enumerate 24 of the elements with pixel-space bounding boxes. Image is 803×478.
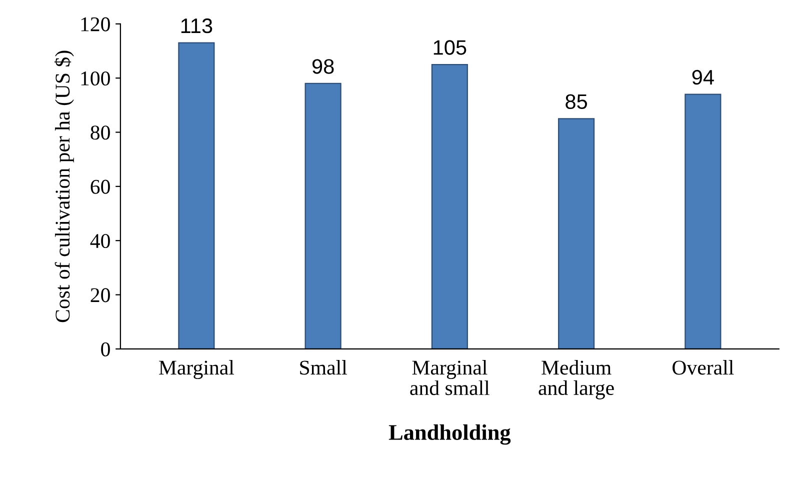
data-label: 105 <box>434 40 466 55</box>
data-label: 85 <box>566 94 588 110</box>
bar <box>304 82 342 349</box>
data-label: 94 <box>692 70 714 85</box>
bar <box>178 42 215 349</box>
y-tick-label: 100 <box>81 71 110 86</box>
y-tick-label: 120 <box>81 17 110 32</box>
data-label: 113 <box>181 18 212 34</box>
x-tick-label: Overall <box>672 360 734 375</box>
y-tick-label: 60 <box>90 180 110 194</box>
x-tick-label: Medium and large <box>538 360 614 400</box>
y-axis-title: Cost of cultivation per ha (US $) <box>54 50 74 322</box>
y-tick-label: 20 <box>90 288 110 302</box>
bar <box>558 118 595 349</box>
x-tick-label: Small <box>300 360 347 375</box>
bar <box>431 64 468 349</box>
y-tick-label: 80 <box>90 126 110 140</box>
y-tick-label: 40 <box>90 234 110 248</box>
y-tick-label: 0 <box>101 342 110 356</box>
bar <box>684 94 722 349</box>
x-tick-label: Marginal and small <box>410 360 490 396</box>
x-axis-title: Landholding <box>388 424 511 445</box>
data-label: 98 <box>312 59 334 74</box>
x-tick-label: Marginal <box>159 360 234 380</box>
